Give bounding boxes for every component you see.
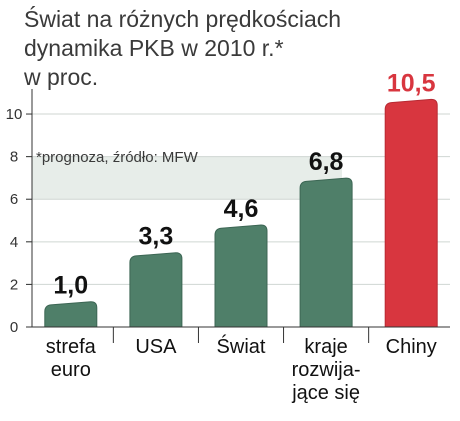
bar-3	[299, 177, 353, 328]
bar-4	[384, 98, 438, 328]
grid-layer	[26, 113, 450, 285]
ytick-label-0: 0	[10, 319, 18, 336]
chart-title: Świat na różnych prędkościach dynamika P…	[23, 5, 341, 90]
ytick-label-10: 10	[6, 106, 23, 123]
category-label-4: Chiny	[386, 336, 437, 358]
bars-layer: 1,0 3,3 4,6 6,8 10,5	[44, 69, 438, 328]
value-label-2: 4,6	[224, 195, 259, 223]
value-label-3: 6,8	[309, 148, 344, 176]
note-band	[32, 156, 342, 200]
source-note: *prognoza, źródło: MFW	[36, 149, 199, 166]
ytick-label-4: 4	[10, 234, 18, 251]
value-label-0: 1,0	[53, 272, 88, 300]
category-label-2: Świat	[217, 334, 266, 358]
bar-0	[44, 301, 98, 328]
ytick-label-6: 6	[10, 191, 18, 208]
value-label-1: 3,3	[139, 223, 174, 251]
category-label-3: kraje rozwija-jące się	[291, 336, 360, 404]
title-line-2: dynamika PKB w 2010 r.*	[24, 35, 284, 61]
category-label-0: strefa euro	[46, 336, 97, 381]
title-line-1: Świat na różnych prędkościach	[24, 5, 341, 32]
bar-1	[129, 252, 183, 328]
bar-2	[214, 224, 268, 328]
value-label-4: 10,5	[387, 69, 436, 97]
title-line-3: w proc.	[23, 64, 98, 90]
ytick-label-8: 8	[10, 149, 18, 166]
category-label-1: USA	[135, 336, 177, 358]
ytick-label-2: 2	[10, 276, 18, 293]
axis-layer: 0 2 4 6 8 10 strefa euro USA Świat kraje rozwija-ją…	[6, 89, 450, 404]
